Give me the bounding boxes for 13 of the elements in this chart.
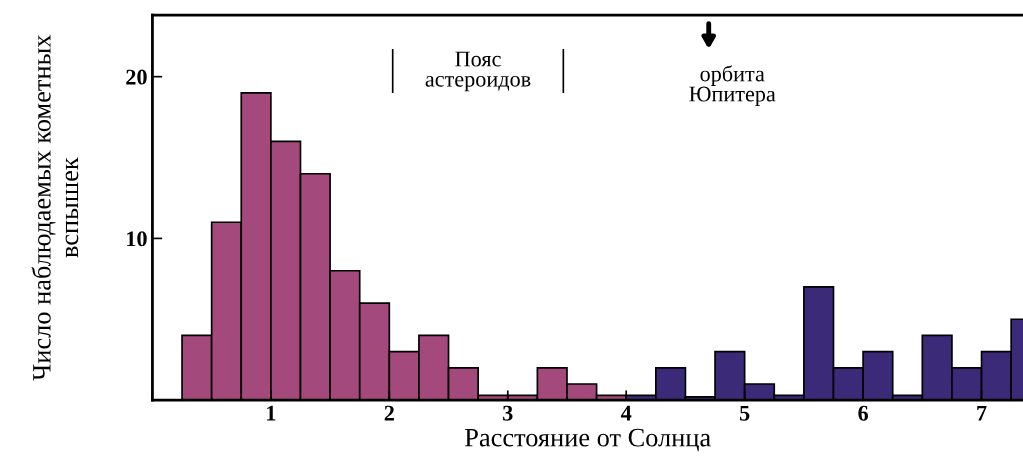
y-axis-title: Число наблюдаемых кометных вспышек — [31, 34, 79, 381]
annotation: орбита Юпитера — [689, 65, 776, 107]
x-tick-label: 3 — [503, 405, 513, 421]
x-tick-label: 4 — [620, 405, 632, 421]
x-axis-title: Расстояние от Солнца — [465, 428, 711, 452]
y-tick-label: 10 — [127, 231, 147, 247]
y-tick-label: 20 — [126, 69, 147, 85]
x-tick-label: 7 — [977, 405, 987, 421]
x-tick-label: 2 — [384, 405, 394, 421]
annotation: Пояс астероидов — [425, 51, 531, 92]
x-tick-label: 5 — [739, 405, 750, 421]
x-tick-label: 6 — [858, 405, 869, 421]
x-tick-label: 1 — [267, 405, 276, 421]
